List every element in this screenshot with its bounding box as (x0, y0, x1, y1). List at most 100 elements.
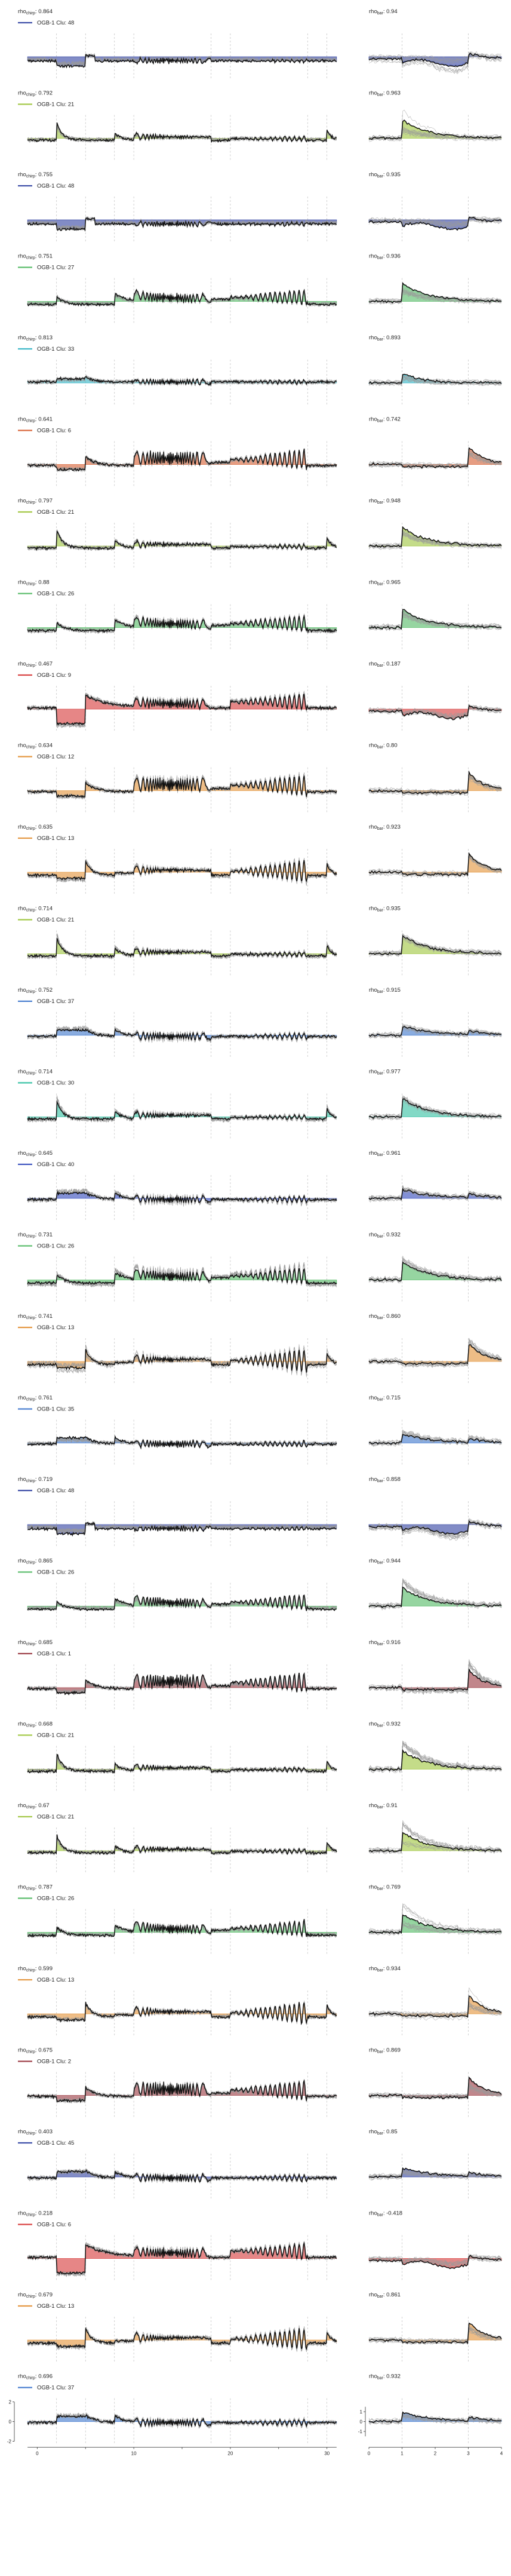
rho-chirp-subscript: chirp (26, 174, 35, 179)
rho-chirp-value: : 0.787 (35, 1884, 53, 1891)
bar-cell-mean-trace (368, 1586, 502, 1608)
rho-bar-value: : 0.932 (383, 2373, 401, 2380)
cell-mean-trace (27, 694, 337, 726)
rho-chirp-value: : 0.685 (35, 1639, 53, 1646)
rho-bar-value: : 0.860 (383, 1313, 401, 1320)
bar-cell-trace (368, 1343, 502, 1368)
panel-row: rhochirp: 0.755 rhobar: 0.935 OGB-1 Clu: 4… (18, 171, 502, 242)
legend-entry: OGB-1 Clu: 21 (37, 1814, 74, 1820)
bar-cell-trace (368, 937, 502, 957)
cell-trace (27, 125, 337, 143)
rho-chirp-value: : 0.741 (35, 1313, 53, 1320)
cell-trace (27, 216, 337, 231)
bar-cell-trace (368, 1661, 502, 1692)
rho-chirp-label: rhochirp: 0.679 (18, 2292, 53, 2299)
bar-cell-trace (368, 1188, 502, 1202)
rho-chirp-label: rhochirp: 0.714 (18, 1069, 53, 1076)
rho-chirp-value: : 0.635 (35, 824, 53, 830)
cell-trace (27, 2001, 337, 2025)
bar-y-tick-label: 1 (360, 2409, 363, 2415)
legend-entry: OGB-1 Clu: 13 (37, 1977, 74, 1983)
legend-entry: OGB-1 Clu: 26 (37, 1896, 74, 1902)
rho-bar-label: rhobar: -0.418 (369, 2210, 402, 2218)
rho-bar-label: rhobar: 0.935 (369, 906, 401, 913)
cell-mean-trace (27, 1919, 337, 1939)
rho-chirp-subscript: chirp (26, 1398, 35, 1402)
rho-bar-value: : 0.861 (383, 2292, 401, 2298)
bar-cell-trace (368, 1432, 502, 1446)
rho-chirp-label: rhochirp: 0.761 (18, 1395, 53, 1402)
cell-trace (27, 1836, 337, 1856)
rho-bar-value: : 0.85 (383, 2129, 398, 2135)
bar-cell-mean-trace (368, 2167, 502, 2179)
bar-cell-trace (368, 1517, 502, 1537)
bar-cell-trace (368, 55, 502, 63)
rho-bar-subscript: bar (377, 1398, 384, 1402)
rho-bar-label: rhobar: 0.934 (369, 1965, 401, 1973)
rho-bar-label: rhobar: 0.769 (369, 1884, 401, 1891)
rho-bar-value: : 0.932 (383, 1721, 401, 1728)
rho-chirp-value: : 0.696 (35, 2373, 53, 2380)
cell-mean-trace (27, 2079, 337, 2103)
rho-bar-value: : 0.769 (383, 1884, 401, 1891)
rho-bar-subscript: bar (377, 501, 384, 505)
rho-chirp-label: rhochirp: 0.714 (18, 906, 53, 913)
rho-chirp-value: : 0.755 (35, 171, 53, 178)
bar-cell-trace (368, 2002, 502, 2016)
rho-bar-label: rhobar: 0.187 (369, 661, 401, 668)
rho-chirp-value: : 0.792 (35, 90, 53, 97)
rho-chirp-subscript: chirp (26, 2295, 35, 2299)
bar-x-tick-label: 0 (368, 2451, 371, 2457)
rho-bar-subscript: bar (377, 1968, 384, 1973)
rho-chirp-subscript: chirp (26, 990, 35, 994)
rho-bar-label: rhobar: 0.94 (369, 8, 398, 16)
bar-cell-trace (368, 707, 502, 720)
bar-cell-mean-trace (368, 2411, 502, 2424)
panel-row: rhochirp: 0.88 rhobar: 0.965 OGB-1 Clu: 26 (18, 579, 502, 650)
bar-cell-trace (368, 291, 502, 304)
panel-row: rhochirp: 0.719 rhobar: 0.858 OGB-1 Clu: 4… (18, 1476, 502, 1547)
bar-cell-mean-trace (368, 609, 502, 630)
rho-bar-subscript: bar (377, 2376, 384, 2381)
panel-row: rhochirp: 0.761 rhobar: 0.715 OGB-1 Clu: 3… (18, 1395, 502, 1465)
panel-row: rhochirp: 0.797 rhobar: 0.948 OGB-1 Clu: 2… (18, 498, 502, 568)
legend-entry: OGB-1 Clu: 33 (37, 346, 74, 352)
bar-cell-mean-trace (368, 2255, 502, 2270)
rho-bar-label: rhobar: 0.944 (369, 1558, 401, 1565)
rho-chirp-label: rhochirp: 0.599 (18, 1965, 53, 1973)
panel-row: rhochirp: 0.787 rhobar: 0.769 OGB-1 Clu: 2… (18, 1884, 502, 1955)
bar-cell-mean-trace (368, 1261, 502, 1282)
cell-mean-trace (27, 1028, 337, 1041)
bar-cell-trace (368, 1841, 502, 1851)
legend-entry: OGB-1 Clu: 30 (37, 1080, 74, 1087)
bar-cell-trace (368, 130, 502, 142)
rho-bar-value: : 0.187 (383, 661, 401, 667)
rho-bar-subscript: bar (377, 11, 384, 16)
rho-chirp-value: : 0.679 (35, 2292, 53, 2298)
cell-mean-trace (27, 448, 337, 471)
legend-entry: OGB-1 Clu: 37 (37, 998, 74, 1005)
bar-cell-trace (368, 128, 502, 140)
rho-bar-label: rhobar: 0.932 (369, 1232, 401, 1239)
rho-chirp-subscript: chirp (26, 2050, 35, 2054)
cell-mean-trace (27, 289, 337, 307)
rho-bar-label: rhobar: 0.916 (369, 1639, 401, 1646)
rho-bar-label: rhobar: 0.965 (369, 579, 401, 587)
bar-cell-trace (368, 778, 502, 796)
legend-entry: OGB-1 Clu: 21 (37, 917, 74, 924)
bar-cell-trace (368, 1744, 502, 1772)
rho-bar-subscript: bar (377, 1235, 384, 1239)
cell-mean-trace (27, 530, 337, 551)
rho-chirp-subscript: chirp (26, 1072, 35, 1076)
chirp-y-tick-label: 2 (9, 2400, 12, 2405)
cell-trace (27, 1098, 337, 1123)
chirp-x-tick-label: 30 (324, 2451, 330, 2457)
rho-chirp-subscript: chirp (26, 1968, 35, 1973)
cell-trace (27, 1099, 337, 1123)
bar-cell-trace (368, 1578, 502, 1607)
legend-entry: OGB-1 Clu: 13 (37, 1324, 74, 1331)
rho-chirp-label: rhochirp: 0.645 (18, 1150, 53, 1157)
cell-mean-trace (27, 2414, 337, 2428)
cell-mean-trace (27, 1267, 337, 1286)
rho-chirp-value: : 0.641 (35, 416, 53, 423)
